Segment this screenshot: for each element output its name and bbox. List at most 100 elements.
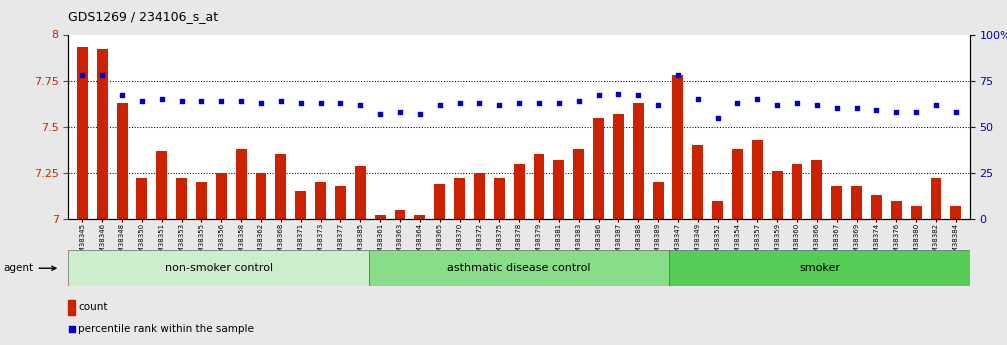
Bar	[196, 182, 207, 219]
Bar	[375, 215, 386, 219]
Bar	[732, 149, 743, 219]
Point	[95, 72, 111, 78]
Point	[134, 98, 150, 104]
Point	[432, 102, 448, 107]
Point	[908, 109, 924, 115]
Bar	[295, 191, 306, 219]
Bar	[369, 250, 670, 286]
Bar	[474, 173, 484, 219]
Point	[948, 109, 964, 115]
Bar	[910, 206, 921, 219]
Bar	[454, 178, 465, 219]
Point	[710, 115, 726, 120]
Text: non-smoker control: non-smoker control	[164, 263, 273, 273]
Point	[650, 102, 666, 107]
Point	[412, 111, 428, 117]
Point	[392, 109, 408, 115]
Point	[312, 100, 328, 106]
Point	[590, 93, 606, 98]
Point	[511, 100, 528, 106]
Point	[352, 102, 369, 107]
Bar	[593, 118, 604, 219]
Bar	[632, 103, 643, 219]
Bar	[554, 160, 564, 219]
Point	[332, 100, 348, 106]
Point	[888, 109, 904, 115]
Bar	[693, 145, 703, 219]
Point	[253, 100, 269, 106]
Point	[154, 96, 170, 102]
Point	[927, 102, 944, 107]
Text: GDS1269 / 234106_s_at: GDS1269 / 234106_s_at	[68, 10, 219, 23]
Point	[849, 106, 865, 111]
Point	[114, 93, 130, 98]
Point	[293, 100, 309, 106]
Bar	[354, 166, 366, 219]
Point	[234, 98, 250, 104]
Bar	[434, 184, 445, 219]
Point	[173, 98, 189, 104]
Text: smoker: smoker	[799, 263, 840, 273]
Point	[809, 102, 825, 107]
Bar	[514, 164, 525, 219]
Point	[373, 111, 389, 117]
Bar	[395, 210, 406, 219]
Point	[630, 93, 646, 98]
Point	[551, 100, 567, 106]
Text: asthmatic disease control: asthmatic disease control	[447, 263, 591, 273]
Bar	[68, 300, 75, 315]
Point	[571, 98, 587, 104]
Bar	[653, 182, 664, 219]
Bar	[534, 155, 545, 219]
Point	[788, 100, 805, 106]
Point	[491, 102, 508, 107]
Point	[451, 100, 467, 106]
Point	[471, 100, 487, 106]
Bar	[256, 173, 267, 219]
Point	[531, 100, 547, 106]
Point	[690, 96, 706, 102]
Bar	[415, 215, 425, 219]
Text: percentile rank within the sample: percentile rank within the sample	[79, 324, 255, 334]
Bar	[315, 182, 326, 219]
Bar	[871, 195, 882, 219]
Bar	[236, 149, 247, 219]
Bar	[851, 186, 862, 219]
Bar	[771, 171, 782, 219]
Point	[868, 107, 884, 113]
Text: agent: agent	[3, 263, 56, 273]
Point	[213, 98, 230, 104]
Point	[610, 91, 626, 96]
Bar	[812, 160, 823, 219]
Bar	[493, 178, 505, 219]
Point	[273, 98, 289, 104]
Bar	[891, 201, 901, 219]
Point	[729, 100, 745, 106]
Point	[769, 102, 785, 107]
Bar	[930, 178, 942, 219]
Bar	[276, 155, 286, 219]
Bar	[77, 47, 88, 219]
Bar	[792, 164, 803, 219]
Point	[75, 72, 91, 78]
Bar	[156, 151, 167, 219]
Bar	[951, 206, 962, 219]
Bar	[117, 103, 128, 219]
Point	[829, 106, 845, 111]
Bar	[752, 140, 762, 219]
Point	[316, 202, 332, 208]
Bar	[831, 186, 842, 219]
Bar	[68, 250, 369, 286]
Bar	[670, 250, 970, 286]
Point	[749, 96, 765, 102]
Text: count: count	[79, 303, 108, 313]
Bar	[335, 186, 345, 219]
Bar	[673, 75, 684, 219]
Bar	[97, 49, 108, 219]
Bar	[215, 173, 227, 219]
Point	[193, 98, 209, 104]
Bar	[137, 178, 147, 219]
Bar	[712, 201, 723, 219]
Point	[670, 72, 686, 78]
Bar	[176, 178, 187, 219]
